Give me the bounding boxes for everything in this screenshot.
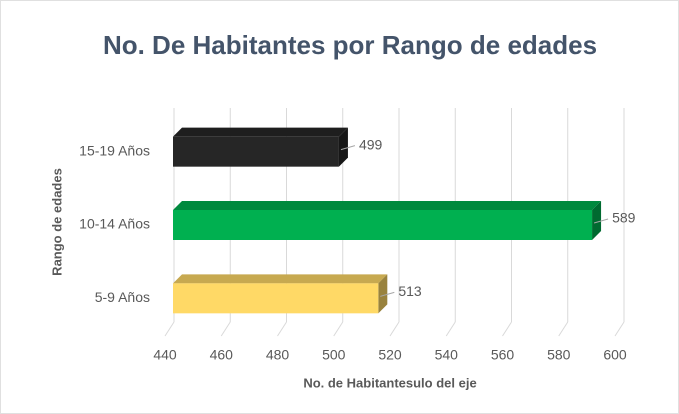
grid-line xyxy=(333,321,344,337)
bar-side xyxy=(592,201,602,240)
bar-top xyxy=(173,127,348,137)
grid-line xyxy=(614,321,625,337)
x-tick-label: 560 xyxy=(491,347,515,363)
bar-top xyxy=(173,274,388,284)
grid-line xyxy=(558,321,569,337)
grid-line xyxy=(164,321,175,337)
bar-side xyxy=(338,127,348,167)
x-tick-label: 520 xyxy=(378,347,402,363)
bar-side xyxy=(378,274,388,314)
x-axis-title: No. de Habitantesulo del eje xyxy=(303,375,476,390)
x-tick-label: 600 xyxy=(603,347,627,363)
bar xyxy=(173,201,602,240)
x-tick-label: 480 xyxy=(266,347,290,363)
leader-line xyxy=(380,291,395,297)
x-tick-label: 440 xyxy=(153,347,177,363)
y-tick-label: 5-9 Años xyxy=(95,289,150,305)
leader-line xyxy=(593,218,609,224)
data-label: 589 xyxy=(612,210,636,226)
x-tick-label: 540 xyxy=(435,347,459,363)
data-label: 513 xyxy=(398,283,422,299)
grid-line xyxy=(502,321,512,337)
bar-front xyxy=(173,283,379,314)
bar xyxy=(173,274,388,314)
bar xyxy=(173,127,348,167)
data-label: 499 xyxy=(359,136,383,152)
bar-front xyxy=(173,210,593,240)
x-tick-label: 580 xyxy=(547,347,571,363)
y-tick-label: 10-14 Años xyxy=(79,216,150,232)
x-tick-label: 460 xyxy=(210,347,234,363)
grid-line xyxy=(277,321,287,337)
y-tick-label: 15-19 Años xyxy=(79,142,150,158)
grid-line xyxy=(220,321,231,337)
bar-front xyxy=(173,136,339,167)
grid-line xyxy=(445,321,456,337)
grid-line xyxy=(389,321,400,337)
chart-title: No. De Habitantes por Rango de edades xyxy=(103,30,597,60)
leader-line xyxy=(340,145,356,151)
y-axis-title: Rango de edades xyxy=(49,168,64,276)
bar-top xyxy=(173,201,602,210)
x-tick-label: 500 xyxy=(322,347,346,363)
